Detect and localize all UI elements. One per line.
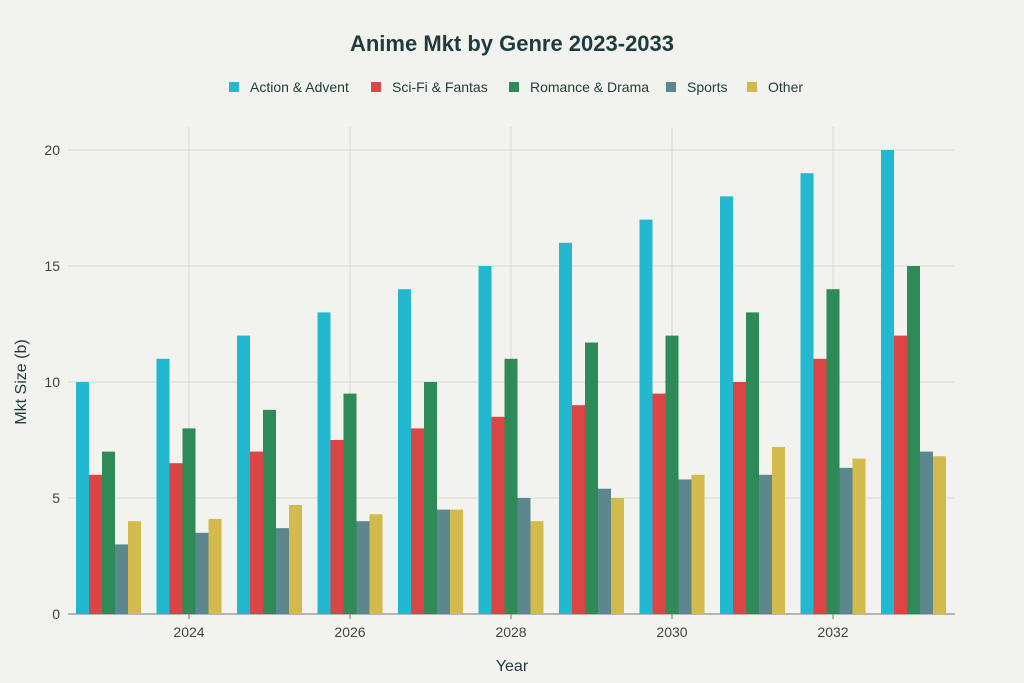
x-tick-label: 2028 <box>495 624 526 640</box>
bar-sports-2025 <box>276 528 289 614</box>
bar-romance-drama-2030 <box>665 335 679 614</box>
bar-sci-fi-fantas-2030 <box>652 393 666 614</box>
y-tick-label: 5 <box>52 490 60 506</box>
bar-action-advent-2032 <box>800 173 814 614</box>
bar-sci-fi-fantas-2032 <box>813 358 827 614</box>
bar-other-2033 <box>933 456 946 614</box>
bar-action-advent-2028 <box>478 266 492 614</box>
bar-romance-drama-2026 <box>343 393 357 614</box>
x-tick-label: 2032 <box>817 624 848 640</box>
legend-label: Sports <box>687 79 727 95</box>
legend-label: Sci-Fi & Fantas <box>392 79 488 95</box>
bar-action-advent-2031 <box>720 196 733 614</box>
legend-item[interactable]: Sports <box>666 79 727 95</box>
bar-action-advent-2029 <box>559 242 572 615</box>
legend-label: Romance & Drama <box>530 79 649 95</box>
bar-romance-drama-2031 <box>746 312 759 614</box>
bar-action-advent-2023 <box>76 382 89 614</box>
bar-sci-fi-fantas-2033 <box>894 335 907 614</box>
bar-sports-2029 <box>598 488 611 614</box>
bar-romance-drama-2023 <box>102 451 115 614</box>
bar-sci-fi-fantas-2031 <box>733 382 746 614</box>
bar-action-advent-2026 <box>317 312 331 614</box>
legend-swatch <box>229 82 239 92</box>
bar-sports-2023 <box>115 544 128 614</box>
bar-sports-2028 <box>517 498 531 614</box>
ticks: 0 5 10 15 20 2024 2026 2028 2030 2032 <box>44 142 848 640</box>
bar-other-2029 <box>611 498 624 614</box>
bar-action-advent-2024 <box>156 358 170 614</box>
bar-other-2032 <box>852 458 866 614</box>
bar-action-advent-2033 <box>881 150 894 614</box>
bar-other-2023 <box>128 521 141 614</box>
bar-sports-2024 <box>195 532 209 614</box>
bar-sci-fi-fantas-2025 <box>250 451 263 614</box>
bar-sci-fi-fantas-2023 <box>89 474 102 614</box>
bar-sports-2026 <box>356 521 370 614</box>
bar-action-advent-2027 <box>398 289 411 614</box>
legend-label: Action & Advent <box>250 79 349 95</box>
y-tick-label: 20 <box>44 142 60 158</box>
legend-label: Other <box>768 79 803 95</box>
bar-sci-fi-fantas-2028 <box>491 416 505 614</box>
bar-sci-fi-fantas-2027 <box>411 428 424 614</box>
bar-other-2026 <box>369 514 383 614</box>
y-tick-label: 15 <box>44 258 60 274</box>
bar-other-2025 <box>289 504 302 614</box>
legend-item[interactable]: Other <box>747 79 803 95</box>
legend-swatch <box>666 82 676 92</box>
bar-sci-fi-fantas-2026 <box>330 440 344 614</box>
bar-romance-drama-2027 <box>424 382 437 614</box>
bar-sci-fi-fantas-2024 <box>169 463 183 614</box>
bar-romance-drama-2033 <box>907 266 920 614</box>
bar-romance-drama-2024 <box>182 428 196 614</box>
bar-other-2031 <box>772 446 785 614</box>
bar-other-2028 <box>530 521 544 614</box>
bar-sports-2030 <box>678 479 692 614</box>
bar-sports-2033 <box>920 451 933 614</box>
bar-sports-2031 <box>759 474 772 614</box>
y-axis-label: Mkt Size (b) <box>13 339 30 424</box>
x-tick-label: 2026 <box>334 624 365 640</box>
bar-other-2024 <box>208 518 222 614</box>
legend-swatch <box>371 82 381 92</box>
bar-other-2027 <box>450 509 463 614</box>
bar-action-advent-2025 <box>237 335 250 614</box>
bar-romance-drama-2025 <box>263 409 276 614</box>
chart-title: Anime Mkt by Genre 2023-2033 <box>350 31 674 56</box>
bar-romance-drama-2032 <box>826 289 840 614</box>
bars <box>76 150 946 615</box>
x-tick-label: 2024 <box>173 624 204 640</box>
bar-sports-2032 <box>839 467 853 614</box>
x-tick-label: 2030 <box>656 624 687 640</box>
legend-item[interactable]: Action & Advent <box>229 79 349 95</box>
y-tick-label: 0 <box>52 606 60 622</box>
bar-romance-drama-2029 <box>585 342 598 614</box>
y-tick-label: 10 <box>44 374 60 390</box>
bar-action-advent-2030 <box>639 219 653 614</box>
legend-swatch <box>509 82 519 92</box>
bar-sports-2027 <box>437 509 450 614</box>
bar-other-2030 <box>691 474 705 614</box>
legend: Action & Advent Sci-Fi & Fantas Romance & … <box>229 79 803 95</box>
x-axis-label: Year <box>496 658 529 675</box>
legend-item[interactable]: Romance & Drama <box>509 79 649 95</box>
legend-swatch <box>747 82 757 92</box>
bar-sci-fi-fantas-2029 <box>572 405 585 614</box>
legend-item[interactable]: Sci-Fi & Fantas <box>371 79 488 95</box>
bar-romance-drama-2028 <box>504 358 518 614</box>
